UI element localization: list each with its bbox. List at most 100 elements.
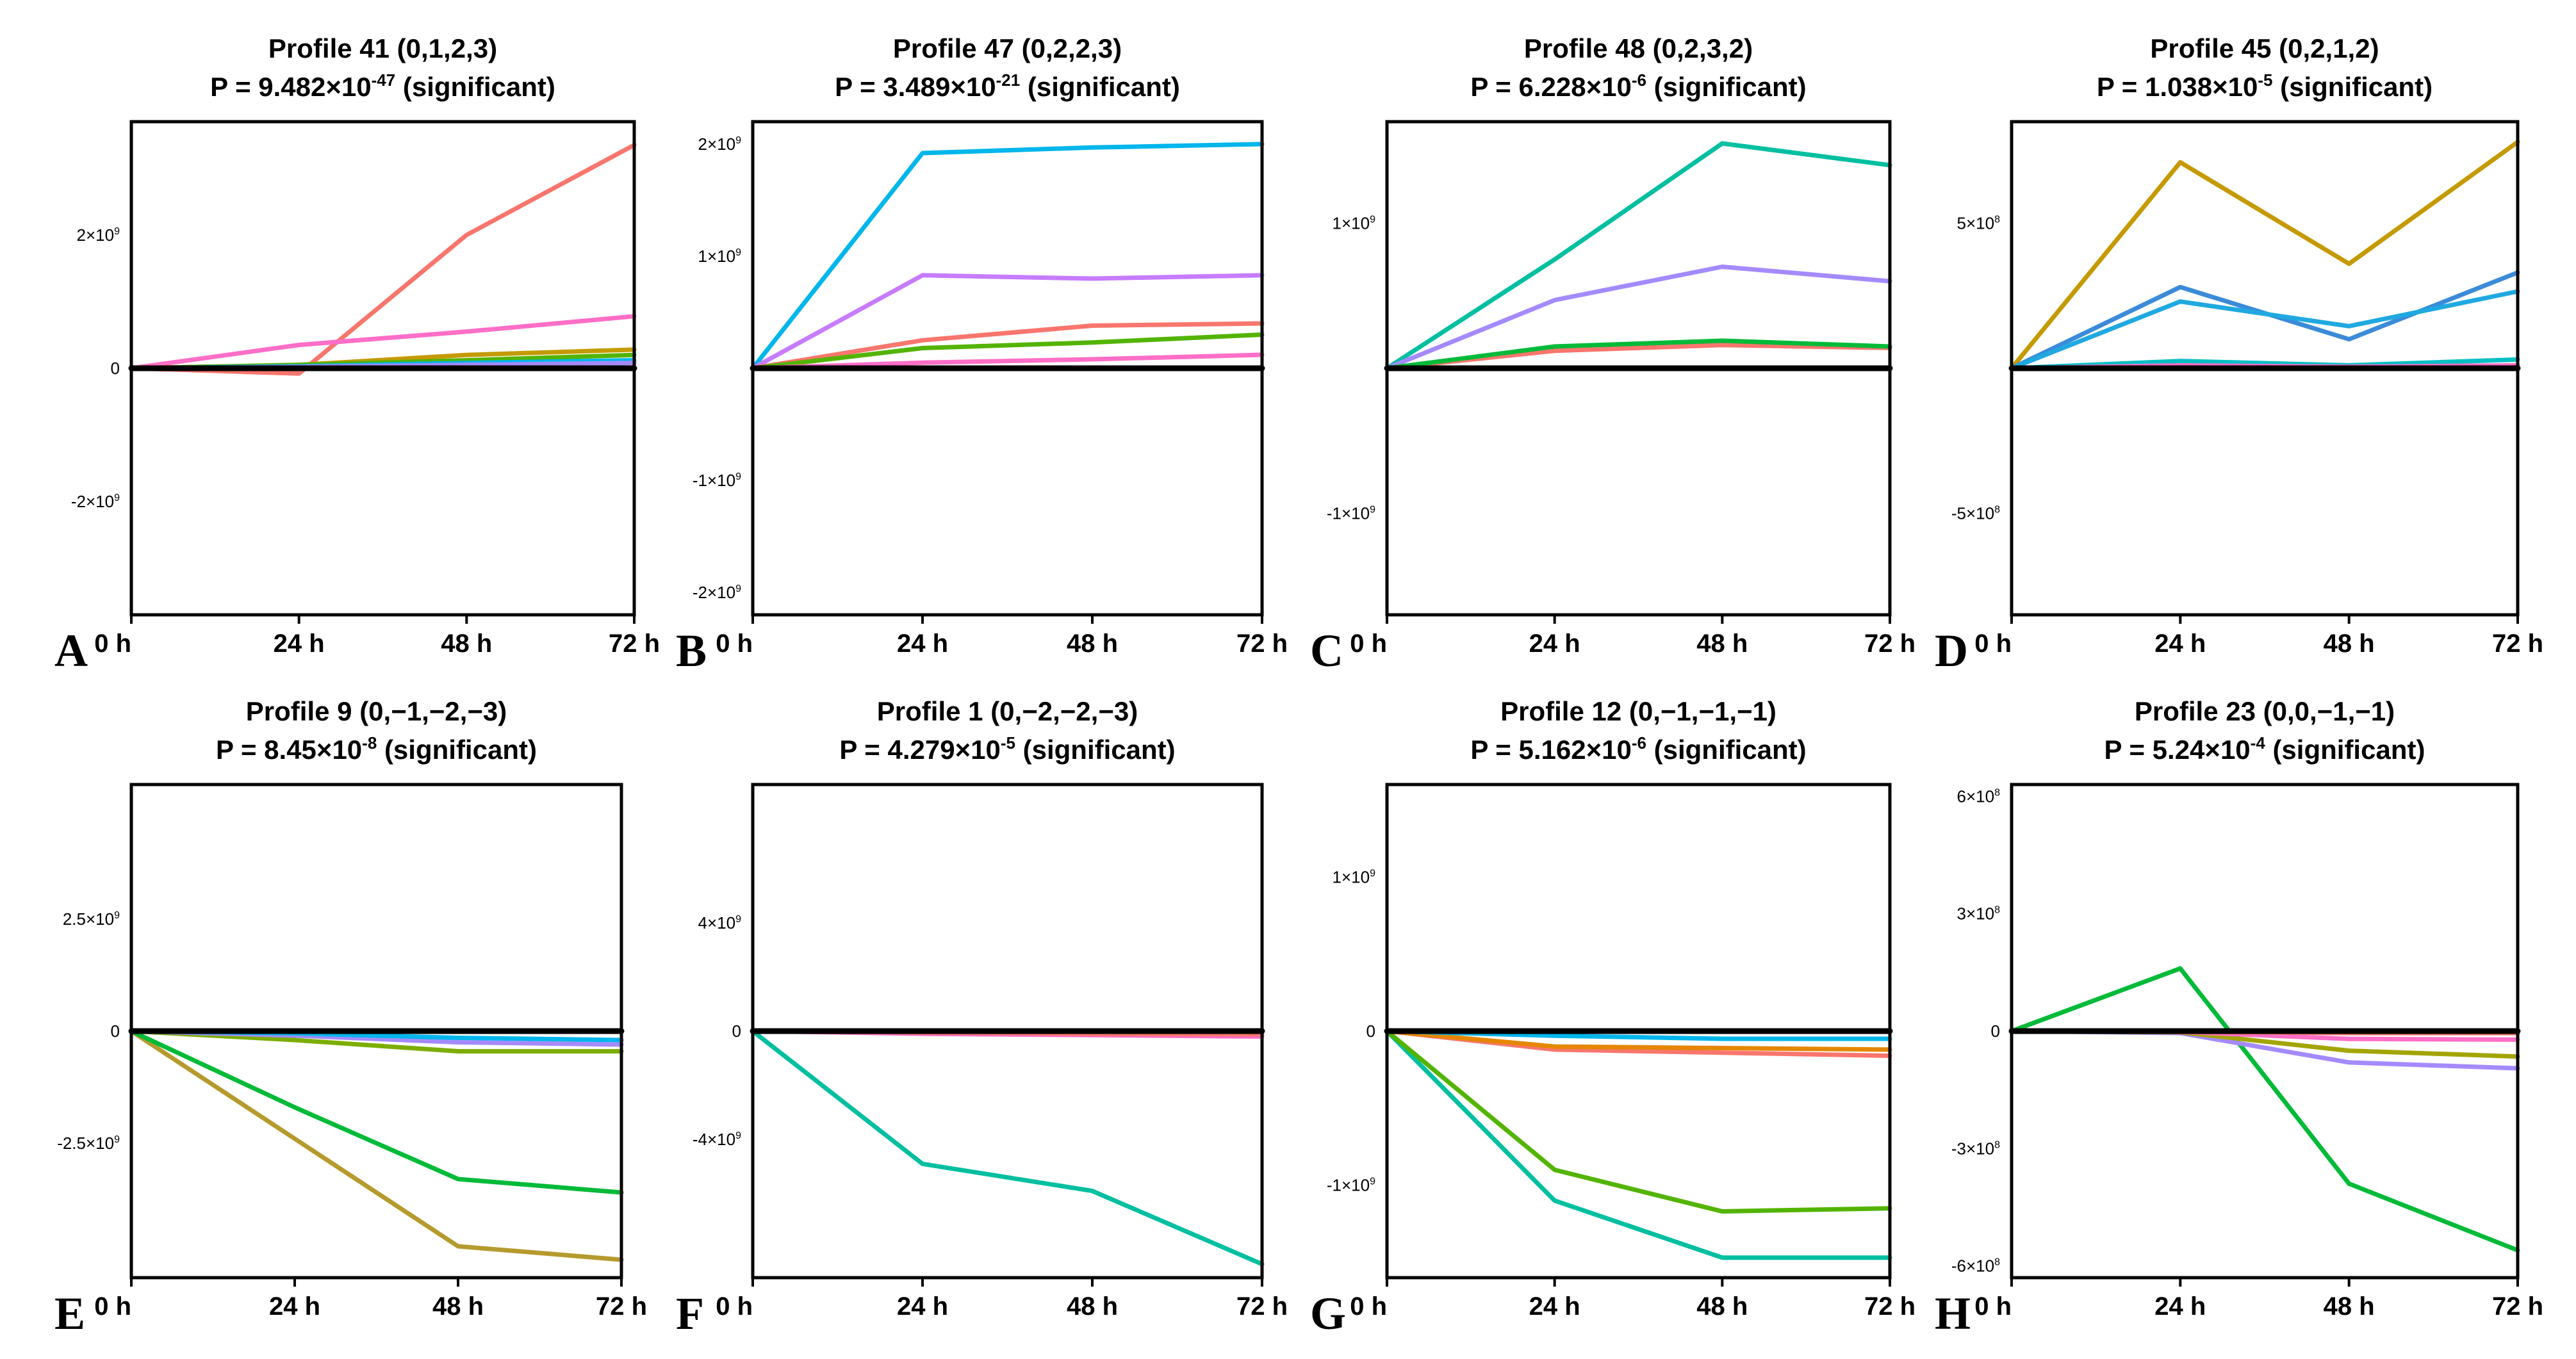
series-line-4: [750, 332, 1265, 371]
x-tick-label: 24 h: [1529, 1292, 1580, 1321]
panel-title: Profile 23 (0,0,−1,−1): [2135, 696, 2395, 726]
x-tick-label: 72 h: [2492, 1292, 2543, 1321]
panel-title: Profile 47 (0,2,2,3): [893, 33, 1122, 63]
panel-title: Profile 1 (0,−2,−2,−3): [877, 696, 1138, 726]
series-line-2: [1384, 264, 1892, 371]
x-tick-label: 24 h: [2154, 1292, 2206, 1321]
series-line-2: [2009, 270, 2520, 371]
x-tick-label: 48 h: [1696, 1292, 1748, 1321]
p-value-suffix: (significant): [1646, 735, 1807, 765]
panel-letter: B: [676, 625, 707, 676]
panel-e: Profile 9 (0,−1,−2,−3) P = 8.45×10-8 (sig…: [54, 696, 647, 1339]
panel-title: Profile 12 (0,−1,−1,−1): [1500, 696, 1776, 726]
p-value-base: P = 5.24×10: [2104, 735, 2251, 765]
series-line-2: [129, 314, 637, 371]
x-tick-label: 0 h: [1974, 630, 2012, 658]
x-tick-label: 0 h: [94, 630, 131, 658]
panel-letter: C: [1310, 625, 1343, 676]
y-tick-label: -1×109: [1327, 503, 1375, 523]
panel-d: Profile 45 (0,2,1,2) P = 1.038×10-5 (sign…: [1935, 33, 2543, 676]
x-tick-label: 24 h: [897, 1292, 948, 1321]
panel-letter: F: [676, 1288, 704, 1339]
series-line-1: [750, 1029, 1265, 1267]
panel-letter: D: [1935, 625, 1968, 676]
series-line-2: [1384, 1029, 1892, 1214]
p-value-suffix: (significant): [1020, 72, 1180, 102]
panel-letter: A: [54, 625, 88, 676]
series-line-2: [750, 273, 1265, 371]
p-value-base: P = 1.038×10: [2097, 72, 2258, 102]
plot-frame: [1385, 783, 1892, 1280]
series-line-4: [1384, 1029, 1892, 1052]
panel-c: Profile 48 (0,2,3,2) P = 6.228×10-6 (sign…: [1310, 33, 1916, 676]
p-value-suffix: (significant): [377, 735, 537, 765]
x-tick-label: 72 h: [609, 630, 660, 658]
y-tick-label: 2.5×109: [63, 909, 120, 929]
x-tick-label: 48 h: [1696, 630, 1748, 658]
series-line-1: [750, 142, 1265, 371]
plot-frame: [2010, 783, 2520, 1280]
x-tick-label: 48 h: [432, 1292, 484, 1321]
y-tick-label: 1×109: [698, 247, 742, 266]
x-tick-label: 0 h: [716, 630, 753, 658]
y-tick-label: -6×108: [1951, 1257, 2000, 1276]
p-value-suffix: (significant): [395, 72, 555, 102]
x-tick-label: 24 h: [897, 630, 948, 658]
panel-f: Profile 1 (0,−2,−2,−3) P = 4.279×10-5 (si…: [676, 696, 1288, 1339]
panel-title: Profile 9 (0,−1,−2,−3): [246, 696, 507, 726]
y-tick-label: -5×108: [1951, 503, 2000, 523]
x-tick-label: 72 h: [2492, 630, 2543, 658]
p-value: P = 4.279×10-5 (significant): [839, 733, 1175, 765]
x-tick-label: 72 h: [596, 1292, 647, 1321]
x-tick-label: 72 h: [1236, 1292, 1288, 1321]
plot-frame: [1385, 120, 1892, 617]
p-value-suffix: (significant): [1646, 72, 1807, 102]
series-line-1: [1384, 1029, 1892, 1260]
p-value-exponent: -5: [2258, 70, 2272, 90]
x-tick-label: 48 h: [1067, 1292, 1118, 1321]
y-tick-label: 0: [1366, 1021, 1375, 1041]
series-line-1: [2009, 966, 2520, 1253]
p-value-base: P = 9.482×10: [210, 72, 371, 102]
y-tick-label: 1×109: [1333, 867, 1376, 886]
series-line-1: [1384, 141, 1892, 371]
p-value-base: P = 3.489×10: [835, 72, 996, 102]
x-tick-label: 72 h: [1864, 1292, 1916, 1321]
y-tick-label: 0: [732, 1021, 741, 1041]
x-tick-label: 0 h: [1350, 630, 1387, 658]
y-tick-label: 0: [111, 1021, 120, 1041]
plot-frame: [129, 783, 623, 1280]
series-line-1: [129, 1029, 624, 1262]
series-line-4: [1384, 338, 1892, 371]
p-value-exponent: -47: [372, 70, 396, 90]
series-line-3: [2009, 289, 2520, 371]
y-tick-label: 0: [1991, 1021, 2000, 1041]
panel-title: Profile 48 (0,2,3,2): [1524, 33, 1753, 63]
p-value: P = 1.038×10-5 (significant): [2097, 70, 2432, 102]
panel-b: Profile 47 (0,2,2,3) P = 3.489×10-21 (sig…: [676, 33, 1288, 676]
y-tick-label: -1×109: [1327, 1176, 1375, 1195]
x-tick-label: 48 h: [2324, 630, 2375, 658]
y-tick-label: 4×109: [698, 913, 742, 932]
p-value-suffix: (significant): [2272, 72, 2432, 102]
plot-frame: [129, 120, 636, 617]
x-tick-label: 48 h: [1067, 630, 1118, 658]
p-value: P = 6.228×10-6 (significant): [1470, 70, 1806, 102]
p-value-suffix: (significant): [2265, 735, 2425, 765]
panel-title: Profile 45 (0,2,1,2): [2150, 33, 2379, 63]
p-value-base: P = 8.45×10: [216, 735, 362, 765]
y-tick-label: 3×108: [1957, 904, 2001, 924]
p-value-base: P = 4.279×10: [839, 735, 1000, 765]
y-tick-label: 2×109: [698, 134, 742, 154]
p-value-suffix: (significant): [1015, 735, 1176, 765]
x-tick-label: 48 h: [2324, 1292, 2375, 1321]
x-tick-label: 0 h: [1974, 1292, 2012, 1321]
y-tick-label: 0: [111, 359, 120, 378]
p-value: P = 8.45×10-8 (significant): [216, 733, 537, 765]
x-tick-label: 48 h: [441, 630, 492, 658]
y-tick-label: -4×109: [693, 1130, 741, 1149]
x-tick-label: 24 h: [1529, 630, 1580, 658]
x-tick-label: 72 h: [1864, 630, 1916, 658]
series-line-1: [2009, 140, 2520, 371]
p-value-exponent: -5: [1001, 733, 1015, 753]
